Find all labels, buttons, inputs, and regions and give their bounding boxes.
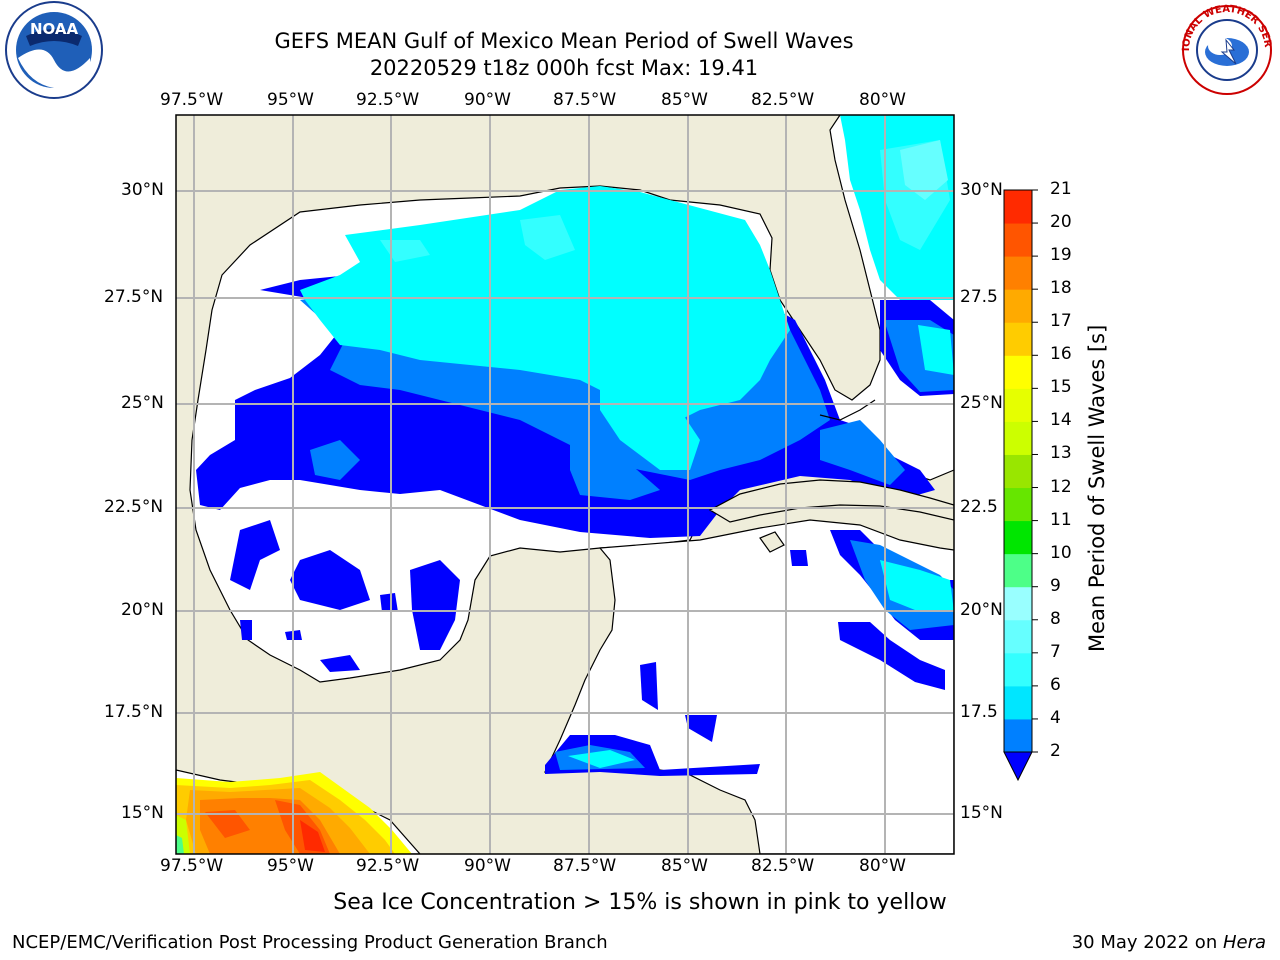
lat-tick-right: 17.5 [960,702,998,722]
isle-of-youth-coast [759,531,785,553]
colorbar-band [1004,256,1032,290]
colorbar-band [1004,619,1032,654]
lat-tick-right: 15°N [960,803,1003,823]
colorbar-extend-arrow [1003,751,1033,782]
nws-logo: NATIONAL WEATHER SERVICE [1176,2,1273,95]
colorbar-band [1004,487,1032,522]
lon-tick-top: 97.5°W [160,90,224,110]
lat-tick-right: 27.5 [960,287,998,307]
noaa-logo-text: NOAA [30,20,79,38]
colorbar-tick-label: 8 [1050,608,1061,629]
lon-tick-bottom: 97.5°W [160,856,224,876]
colorbar-band [1004,553,1032,588]
lat-tick-right: 30°N [960,180,1003,200]
lon-tick-top: 85°W [661,90,708,110]
cuba-coast [708,479,954,523]
colorbar-band [1004,652,1032,687]
colorbar [1003,189,1038,782]
colorbar-tick-label: 7 [1050,641,1061,662]
colorbar-tick-label: 4 [1050,707,1061,728]
lon-tick-top: 92.5°W [356,90,420,110]
lon-tick-bottom: 85°W [661,856,708,876]
graticule [176,115,954,854]
colorbar-band [1004,190,1032,224]
lon-tick-bottom: 87.5°W [553,856,617,876]
lat-tick-left: 15°N [121,803,164,823]
colorbar-band [1004,685,1032,720]
lat-tick-right: 20°N [960,600,1003,620]
lon-tick-bottom: 90°W [464,856,511,876]
lon-tick-bottom: 92.5°W [356,856,420,876]
colorbar-tick-label: 10 [1050,542,1072,563]
lon-tick-top: 82.5°W [751,90,815,110]
colorbar-band [1004,718,1032,753]
lon-tick-bottom: 95°W [267,856,314,876]
colorbar-tick-label: 12 [1050,476,1072,497]
colorbar-tick-label: 20 [1050,212,1072,233]
footer-date-text: 30 May 2022 on [1071,932,1223,953]
map-frame [175,114,955,855]
colorbar-tick-label: 18 [1050,278,1072,299]
lat-tick-left: 30°N [121,180,164,200]
footer-machine: Hera [1222,932,1266,953]
colorbar-band [1004,322,1032,356]
colorbar-band [1004,586,1032,621]
colorbar-tick-label: 2 [1050,741,1061,761]
map-subtitle: 20220529 t18z 000h fcst Max: 19.41 [369,56,759,80]
sea-ice-caption: Sea Ice Concentration > 15% is shown in … [333,890,947,915]
lon-tick-bottom: 80°W [859,856,906,876]
footer-date: 30 May 2022 on Hera [1072,932,1266,953]
colorbar-tick-label: 21 [1050,179,1072,199]
colorbar-tick-label: 16 [1050,344,1072,365]
swell-field-8-9s [900,140,948,200]
lon-tick-bottom: 82.5°W [751,856,815,876]
colorbar-tick-label: 19 [1050,245,1072,266]
noaa-logo: NOAA [5,1,103,99]
colorbar-tick-label: 14 [1050,410,1072,431]
colorbar-frame [1003,189,1033,753]
colorbar-band [1004,421,1032,455]
lat-tick-left: 27.5°N [104,287,164,307]
lat-tick-right: 25°N [960,393,1003,413]
colorbar-tick-label: 11 [1050,509,1072,530]
map-title: GEFS MEAN Gulf of Mexico Mean Period of … [274,29,854,53]
footer-credit: NCEP/EMC/Verification Post Processing Pr… [12,932,608,953]
colorbar-tick-label: 9 [1050,575,1061,596]
lon-tick-top: 80°W [859,90,906,110]
lon-tick-top: 90°W [464,90,511,110]
colorbar-band [1004,388,1032,422]
colorbar-title: Mean Period of Swell Waves [s] [1085,324,1109,652]
colorbar-band [1004,520,1032,555]
lon-tick-top: 87.5°W [553,90,617,110]
colorbar-tick-label: 13 [1050,443,1072,464]
lat-tick-left: 20°N [121,600,164,620]
lat-tick-right: 22.5 [960,497,998,517]
colorbar-tick-label: 15 [1050,377,1072,398]
lat-tick-left: 22.5°N [104,497,164,517]
lon-tick-top: 95°W [267,90,314,110]
colorbar-band [1004,289,1032,323]
colorbar-band [1004,223,1032,257]
colorbar-tick-label: 17 [1050,311,1072,332]
lat-tick-left: 25°N [121,393,164,413]
colorbar-tick-label: 6 [1050,674,1061,695]
colorbar-band [1004,355,1032,389]
lat-tick-left: 17.5°N [104,702,164,722]
colorbar-band [1004,454,1032,489]
